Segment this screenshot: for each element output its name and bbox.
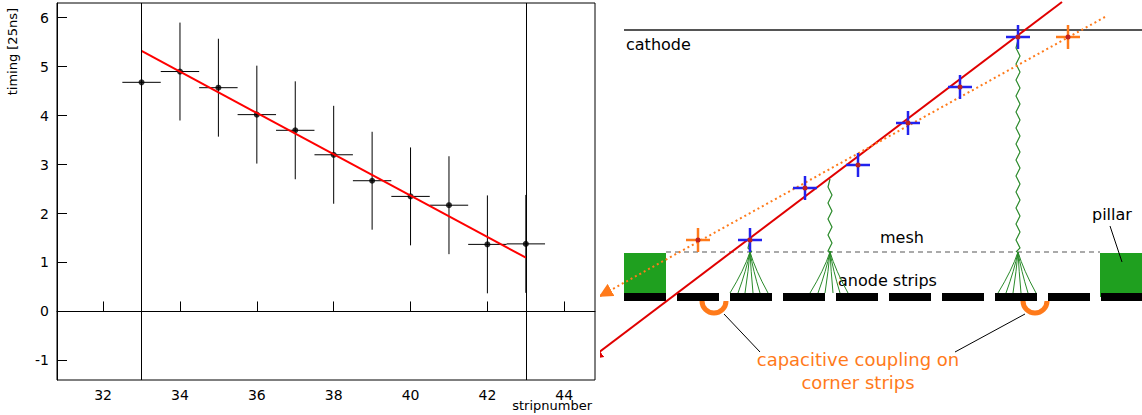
svg-text:corner strips: corner strips [801,372,914,393]
svg-text:0: 0 [40,303,49,319]
svg-text:anode strips: anode strips [838,271,937,290]
svg-text:5: 5 [40,59,49,75]
svg-text:6: 6 [40,10,49,26]
svg-text:32: 32 [94,387,112,403]
svg-text:capacitive coupling on: capacitive coupling on [757,349,960,370]
svg-text:pillar: pillar [1092,205,1132,224]
svg-text:40: 40 [402,387,420,403]
svg-text:4: 4 [40,108,49,124]
svg-text:36: 36 [248,387,266,403]
svg-text:1: 1 [40,254,49,270]
svg-text:cathode: cathode [626,35,691,54]
svg-text:stripnumber: stripnumber [512,398,592,413]
svg-text:timing [25ns]: timing [25ns] [5,8,20,95]
svg-text:-1: -1 [35,352,49,368]
svg-text:34: 34 [171,387,189,403]
svg-text:42: 42 [478,387,496,403]
svg-text:2: 2 [40,206,49,222]
svg-text:38: 38 [325,387,343,403]
svg-text:44: 44 [555,387,573,403]
svg-text:3: 3 [40,157,49,173]
svg-text:mesh: mesh [880,228,924,247]
